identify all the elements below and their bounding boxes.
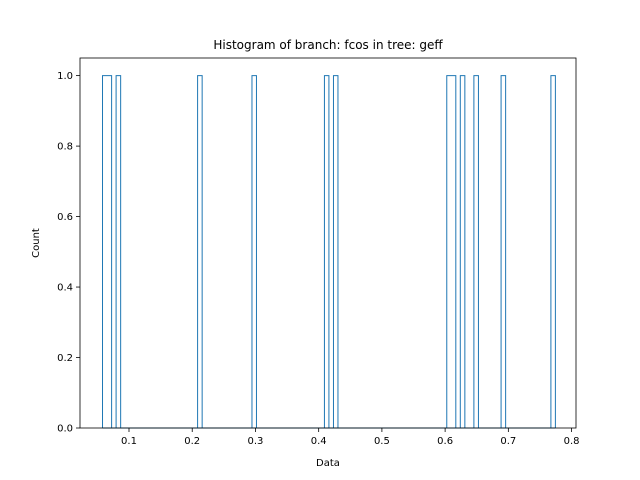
histogram-bar xyxy=(500,75,507,428)
histogram-bar xyxy=(332,75,339,428)
x-axis-ticks: 0.1 0.2 0.3 0.4 0.5 0.6 0.7 0.8 xyxy=(121,428,580,447)
y-tick-label: 0.0 xyxy=(57,424,73,435)
x-tick-label: 0.3 xyxy=(247,436,263,447)
histogram-bar xyxy=(251,75,257,428)
histogram-bar xyxy=(473,75,479,428)
y-axis-ticks: 0.0 0.2 0.4 0.6 0.8 1.0 xyxy=(57,71,80,435)
axes-frame xyxy=(79,57,577,429)
y-tick-label: 0.4 xyxy=(57,283,73,294)
histogram-bar xyxy=(115,75,122,428)
x-tick-label: 0.7 xyxy=(500,436,516,447)
histogram-bar xyxy=(550,75,556,428)
x-tick-label: 0.1 xyxy=(121,436,137,447)
x-tick-label: 0.4 xyxy=(311,436,327,447)
x-tick-label: 0.2 xyxy=(184,436,200,447)
x-tick-label: 0.8 xyxy=(564,436,580,447)
y-tick-label: 0.6 xyxy=(57,212,73,223)
histogram-bar xyxy=(459,75,466,428)
chart-title: Histogram of branch: fcos in tree: geff xyxy=(213,38,443,52)
y-tick-label: 1.0 xyxy=(57,71,73,82)
histogram-bar xyxy=(323,75,330,428)
x-axis-label: Data xyxy=(316,458,340,469)
y-axis-label: Count xyxy=(31,228,42,258)
histogram-bar xyxy=(102,75,113,428)
x-tick-label: 0.5 xyxy=(374,436,390,447)
histogram-bar xyxy=(197,75,203,428)
y-tick-label: 0.2 xyxy=(57,353,73,364)
plot-area: 0.1 0.2 0.3 0.4 0.5 0.6 0.7 0.8 0.0 0.2 0.4 0.6 0.8… xyxy=(57,57,580,447)
y-tick-label: 0.8 xyxy=(57,142,73,153)
x-tick-label: 0.6 xyxy=(437,436,453,447)
histogram-bar xyxy=(446,75,457,428)
